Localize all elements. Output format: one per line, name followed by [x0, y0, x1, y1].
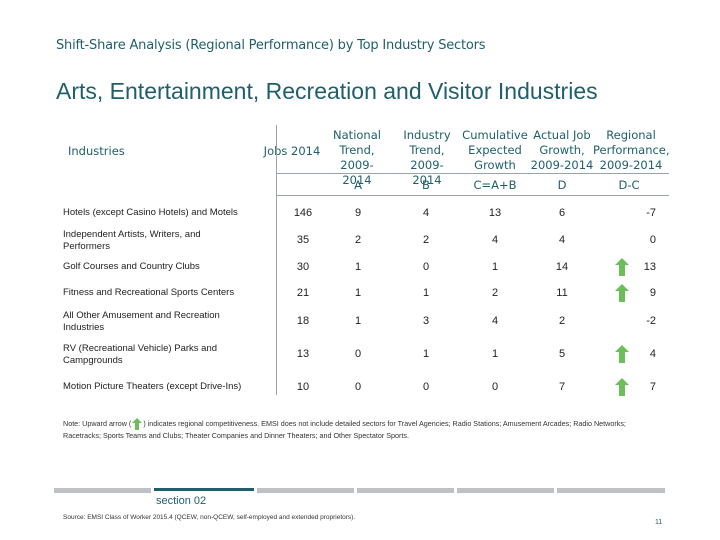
cell-jobs: 21 — [296, 287, 310, 299]
cell-dc: 7 — [649, 381, 656, 393]
cell-dc: 0 — [649, 234, 656, 246]
cell-c: 1 — [491, 348, 499, 360]
footnote-text-after: ) indicates regional competitiveness. EM… — [63, 419, 626, 441]
row-label: Fitness and Recreational Sports Centers — [63, 287, 235, 298]
cell-jobs: 146 — [293, 207, 313, 219]
header-cumulative-line3: Growth — [474, 158, 516, 172]
footnote-text-before: Note: Upward arrow ( — [63, 419, 132, 428]
cell-a: 1 — [354, 287, 362, 299]
cell-d: 6 — [558, 207, 566, 219]
footnote: Note: Upward arrow () indicates regional… — [63, 418, 663, 442]
up-arrow-icon — [615, 378, 629, 396]
cell-a: 2 — [354, 234, 362, 246]
footer-bar-right — [557, 488, 665, 493]
cell-a: 1 — [354, 315, 362, 327]
cell-d: 2 — [558, 315, 566, 327]
header-regional-line3: 2009-2014 — [599, 158, 663, 172]
up-arrow-icon — [615, 258, 629, 276]
row-label: Independent Artists, Writers, and Perfor… — [63, 229, 201, 252]
header-industry-line3: 2014 — [412, 173, 442, 187]
up-arrow-icon — [132, 418, 143, 431]
header-divider-top — [276, 173, 669, 174]
subheader-a: A — [354, 178, 362, 192]
cell-jobs: 35 — [296, 234, 310, 246]
header-cumulative: Cumulative Expected Growth — [460, 128, 530, 173]
footer-bar-mid2 — [357, 488, 454, 493]
cell-c: 2 — [491, 287, 499, 299]
header-actual-line1: Actual Job — [533, 128, 591, 142]
header-actual-line2: Growth, — [539, 143, 585, 157]
row-label: RV (Recreational Vehicle) Parks and Camp… — [63, 343, 218, 366]
row-label: Hotels (except Casino Hotels) and Motels — [63, 207, 238, 218]
cell-a: 0 — [354, 381, 362, 393]
cell-b: 3 — [422, 315, 430, 327]
header-jobs: Jobs 2014 — [263, 144, 321, 158]
up-arrow-icon — [615, 345, 629, 363]
source-note: Source: EMSI Class of Worker 2015.4 (QCE… — [63, 514, 356, 521]
header-national-line3: 2014 — [342, 173, 372, 187]
cell-c: 1 — [491, 261, 499, 273]
header-industry-line1: Industry — [403, 128, 451, 142]
page-title: Arts, Entertainment, Recreation and Visi… — [56, 78, 598, 104]
page-number: 11 — [655, 519, 663, 526]
subheader-b: B — [422, 178, 430, 192]
cell-a: 9 — [354, 207, 362, 219]
cell-b: 4 — [422, 207, 430, 219]
footer-bar-section — [154, 488, 254, 491]
header-industry-line2: Trend, 2009- — [409, 143, 445, 172]
subtitle: Shift-Share Analysis (Regional Performan… — [56, 38, 486, 53]
cell-dc: 4 — [649, 348, 656, 360]
footer-bar-mid3 — [457, 488, 554, 493]
cell-a: 1 — [354, 261, 362, 273]
footer-bar-mid1 — [257, 488, 354, 493]
cell-c: 4 — [491, 315, 499, 327]
header-actual: Actual Job Growth, 2009-2014 — [529, 128, 595, 173]
cell-b: 0 — [422, 381, 430, 393]
cell-d: 11 — [556, 287, 568, 299]
cell-b: 0 — [422, 261, 430, 273]
row-label: All Other Amusement and Recreation Indus… — [63, 310, 220, 333]
table-vertical-divider — [276, 125, 277, 395]
subheader-dc: D-C — [618, 178, 640, 192]
cell-c: 0 — [491, 381, 499, 393]
cell-c: 13 — [488, 207, 502, 219]
header-industries: Industries — [68, 144, 125, 158]
header-regional-line1: Regional — [606, 128, 656, 142]
cell-b: 2 — [422, 234, 430, 246]
cell-a: 0 — [354, 348, 362, 360]
cell-dc: -7 — [646, 207, 656, 219]
cell-jobs: 18 — [296, 315, 310, 327]
header-regional-line2: Performance, — [593, 143, 670, 157]
cell-dc: -2 — [646, 315, 656, 327]
subheader-d: D — [557, 178, 567, 192]
header-divider-bottom — [276, 195, 669, 196]
header-national: National Trend, 2009- 2014 — [322, 128, 392, 188]
footer-bar-left — [54, 488, 151, 493]
cell-jobs: 30 — [296, 261, 310, 273]
header-actual-line3: 2009-2014 — [530, 158, 594, 172]
header-national-line1: National — [333, 128, 381, 142]
cell-b: 1 — [422, 287, 430, 299]
cell-dc: 13 — [643, 261, 656, 273]
cell-jobs: 13 — [296, 348, 310, 360]
cell-d: 4 — [558, 234, 566, 246]
header-industry: Industry Trend, 2009- 2014 — [392, 128, 462, 188]
cell-c: 4 — [491, 234, 499, 246]
section-label: section 02 — [156, 495, 207, 507]
subheader-c: C=A+B — [473, 178, 517, 192]
cell-d: 5 — [558, 348, 566, 360]
header-regional: Regional Performance, 2009-2014 — [593, 128, 670, 173]
row-label: Golf Courses and Country Clubs — [63, 261, 200, 272]
cell-d: 14 — [555, 261, 569, 273]
header-cumulative-line2: Expected — [468, 143, 522, 157]
cell-b: 1 — [422, 348, 430, 360]
cell-jobs: 10 — [296, 381, 310, 393]
header-national-line2: Trend, 2009- — [339, 143, 375, 172]
cell-d: 7 — [558, 381, 566, 393]
header-cumulative-line1: Cumulative — [462, 128, 528, 142]
up-arrow-icon — [615, 284, 629, 302]
row-label: Motion Picture Theaters (except Drive-In… — [63, 381, 242, 392]
cell-dc: 9 — [649, 287, 656, 299]
